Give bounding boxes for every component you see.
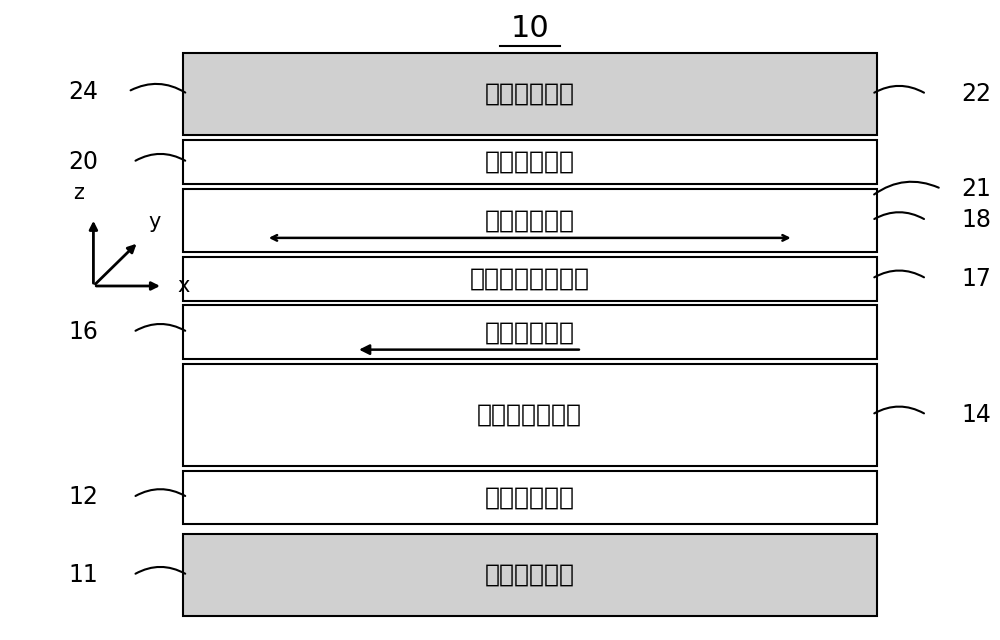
Text: 传统的顶接触: 传统的顶接触 — [485, 82, 575, 106]
Text: 传统的反铁磁层: 传统的反铁磁层 — [477, 403, 582, 427]
FancyBboxPatch shape — [183, 52, 877, 135]
FancyBboxPatch shape — [183, 257, 877, 301]
Text: 20: 20 — [68, 150, 98, 174]
FancyBboxPatch shape — [183, 470, 877, 524]
Text: 传统的隧道势垒层: 传统的隧道势垒层 — [470, 267, 590, 291]
Text: 10: 10 — [510, 14, 549, 43]
Text: 17: 17 — [961, 267, 991, 291]
Text: 18: 18 — [961, 209, 991, 232]
FancyBboxPatch shape — [183, 189, 877, 252]
Text: 传统的自由层: 传统的自由层 — [485, 209, 575, 232]
Text: 11: 11 — [69, 563, 98, 587]
Text: y: y — [148, 212, 161, 232]
FancyBboxPatch shape — [183, 364, 877, 466]
FancyBboxPatch shape — [183, 305, 877, 359]
Text: 传统的钉扎层: 传统的钉扎层 — [485, 320, 575, 344]
Text: 14: 14 — [961, 403, 991, 427]
Text: 传统的晶种层: 传统的晶种层 — [485, 485, 575, 509]
Text: 22: 22 — [961, 82, 991, 106]
Text: 24: 24 — [68, 79, 98, 104]
Text: 21: 21 — [961, 177, 991, 201]
Text: 12: 12 — [69, 485, 98, 509]
Text: 传统的底接触: 传统的底接触 — [485, 563, 575, 587]
Text: 传统的覆盖层: 传统的覆盖层 — [485, 150, 575, 174]
FancyBboxPatch shape — [183, 140, 877, 184]
Text: 16: 16 — [69, 320, 98, 344]
Text: x: x — [178, 276, 190, 296]
Text: z: z — [73, 184, 84, 204]
FancyBboxPatch shape — [183, 534, 877, 616]
